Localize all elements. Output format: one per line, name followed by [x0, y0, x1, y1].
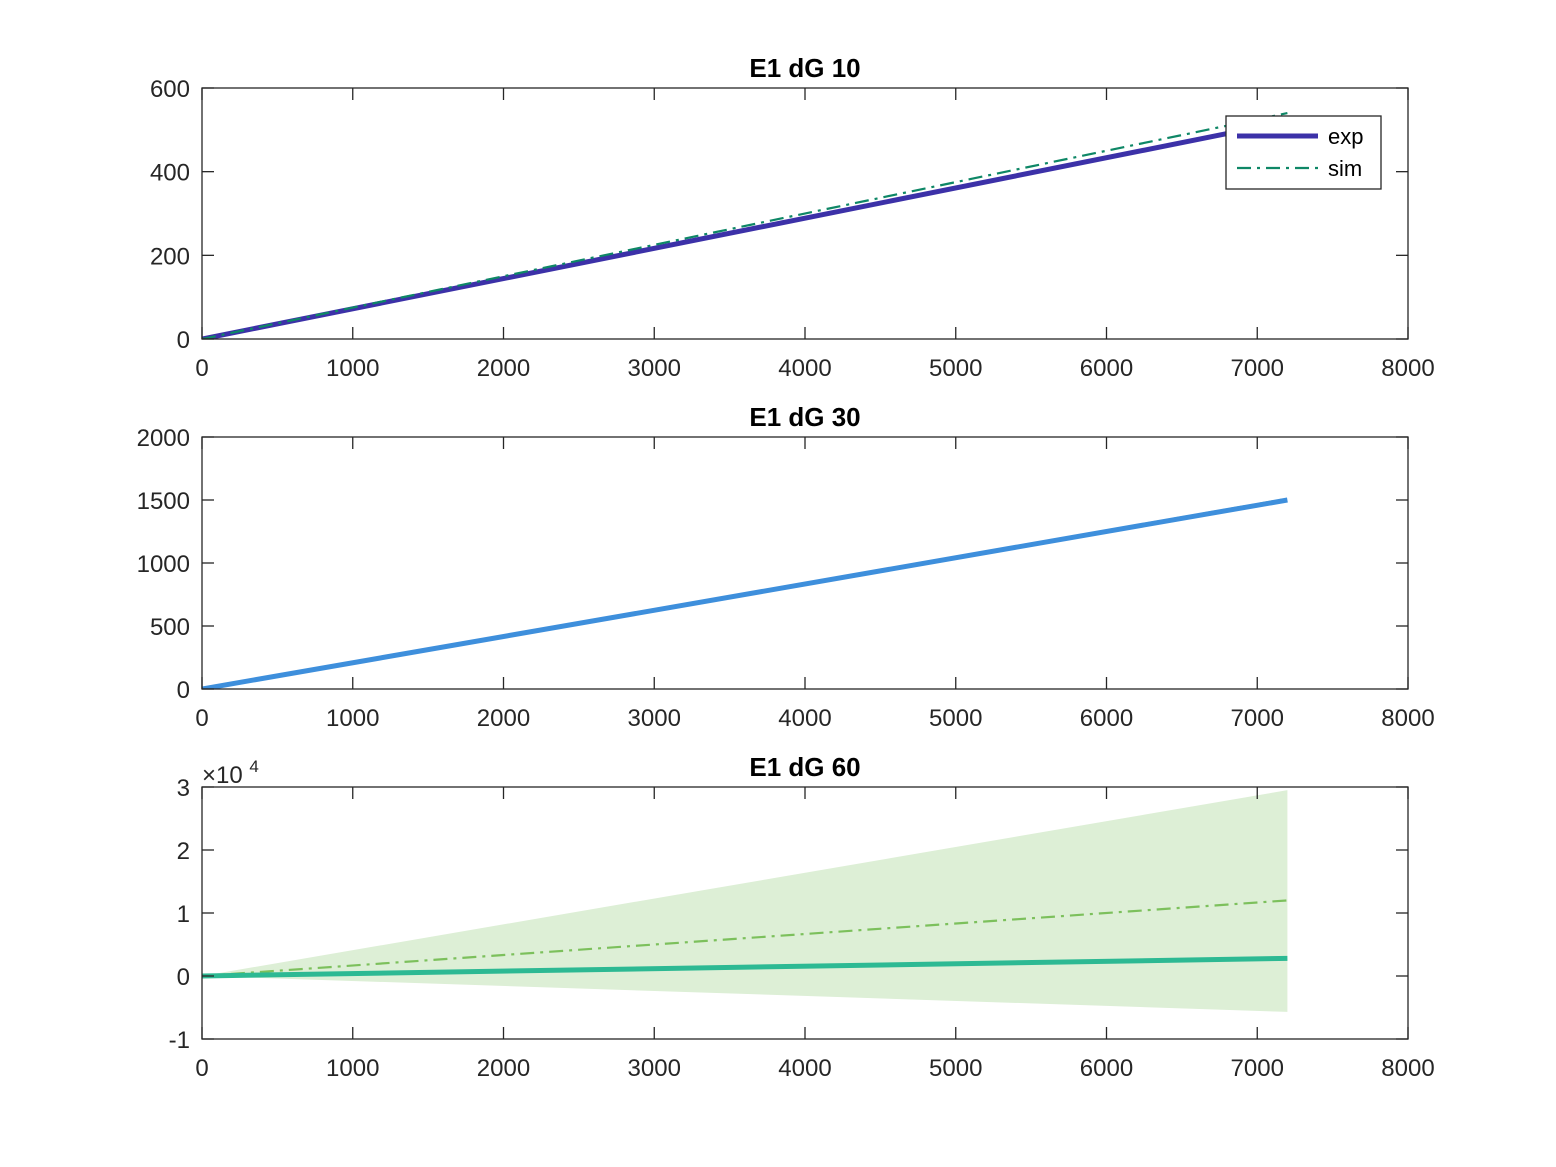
x-tick-label: 8000	[1381, 1055, 1434, 1082]
x-tick-label: 4000	[778, 1055, 831, 1082]
legend: exp sim	[1225, 115, 1382, 190]
x-tick-label: 7000	[1231, 1055, 1284, 1082]
x-tick-label: 3000	[628, 705, 681, 732]
legend-label-exp: exp	[1328, 124, 1363, 149]
y-tick-label: 600	[150, 76, 190, 103]
y-tick-label: 200	[150, 243, 190, 270]
x-tick-label: 5000	[929, 705, 982, 732]
x-tick-label: 1000	[326, 1055, 379, 1082]
subplot-e1-dg-60: E1 dG 60 ×10 4 0 1000 2000 3000 4000 5000 6000…	[169, 752, 1435, 1082]
x-tick-label: 8000	[1381, 705, 1434, 732]
legend-label-sim: sim	[1328, 156, 1362, 181]
y-multiplier-exponent: 4	[249, 757, 258, 776]
x-tick-label: 6000	[1080, 1055, 1133, 1082]
legend-box	[1225, 115, 1382, 190]
series-line-sim	[202, 112, 1288, 339]
y-tick-label: 3	[177, 775, 190, 802]
y-tick-label: 0	[177, 677, 190, 704]
x-tick-label: 4000	[778, 705, 831, 732]
x-tick-label: 7000	[1231, 355, 1284, 382]
plot-area	[202, 790, 1288, 1012]
x-tick-label: 0	[195, 1055, 208, 1082]
y-tick-label: 2000	[137, 425, 190, 452]
x-tick-label: 3000	[628, 355, 681, 382]
y-tick-label: 500	[150, 614, 190, 641]
x-tick-label: 7000	[1231, 705, 1284, 732]
x-tick-label: 6000	[1080, 355, 1133, 382]
x-tick-label: 4000	[778, 355, 831, 382]
series-line-series-1	[202, 497, 1288, 689]
x-tick-label: 2000	[477, 355, 530, 382]
subplot-title: E1 dG 30	[749, 402, 860, 432]
x-tick-label: 1000	[326, 355, 379, 382]
x-tick-label: 1000	[326, 705, 379, 732]
series-line-series-1	[202, 955, 1288, 979]
plot-area	[202, 497, 1288, 689]
plot-area	[202, 112, 1288, 339]
x-tick-label: 5000	[929, 1055, 982, 1082]
x-tick-label: 3000	[628, 1055, 681, 1082]
y-tick-label: 1500	[137, 488, 190, 515]
y-tick-label: 1000	[137, 551, 190, 578]
y-tick-label: 1	[177, 901, 190, 928]
x-tick-label: 0	[195, 705, 208, 732]
y-axis-multiplier: ×10 4	[202, 757, 259, 789]
x-tick-label: 6000	[1080, 705, 1133, 732]
x-tick-label: 2000	[477, 705, 530, 732]
y-multiplier-base: ×10	[202, 762, 243, 789]
subplot-e1-dg-10: E1 dG 10 0 1000 2000 3000 4000 5000 6000 7000 80…	[150, 53, 1435, 382]
y-tick-label: -1	[169, 1027, 190, 1054]
x-tick-label: 5000	[929, 355, 982, 382]
y-tick-label: 2	[177, 838, 190, 865]
y-tick-label: 400	[150, 160, 190, 187]
x-tick-label: 2000	[477, 1055, 530, 1082]
subplot-title: E1 dG 10	[749, 53, 860, 83]
series-line-exp	[202, 119, 1288, 339]
y-tick-label: 0	[177, 964, 190, 991]
x-tick-label: 0	[195, 355, 208, 382]
subplot-e1-dg-30: E1 dG 30 0 1000 2000 3000 4000 5000 6000 7000 80…	[137, 402, 1435, 732]
y-tick-label: 0	[177, 327, 190, 354]
subplot-title: E1 dG 60	[749, 752, 860, 782]
series-line-series-0	[202, 899, 1288, 978]
x-tick-label: 8000	[1381, 355, 1434, 382]
